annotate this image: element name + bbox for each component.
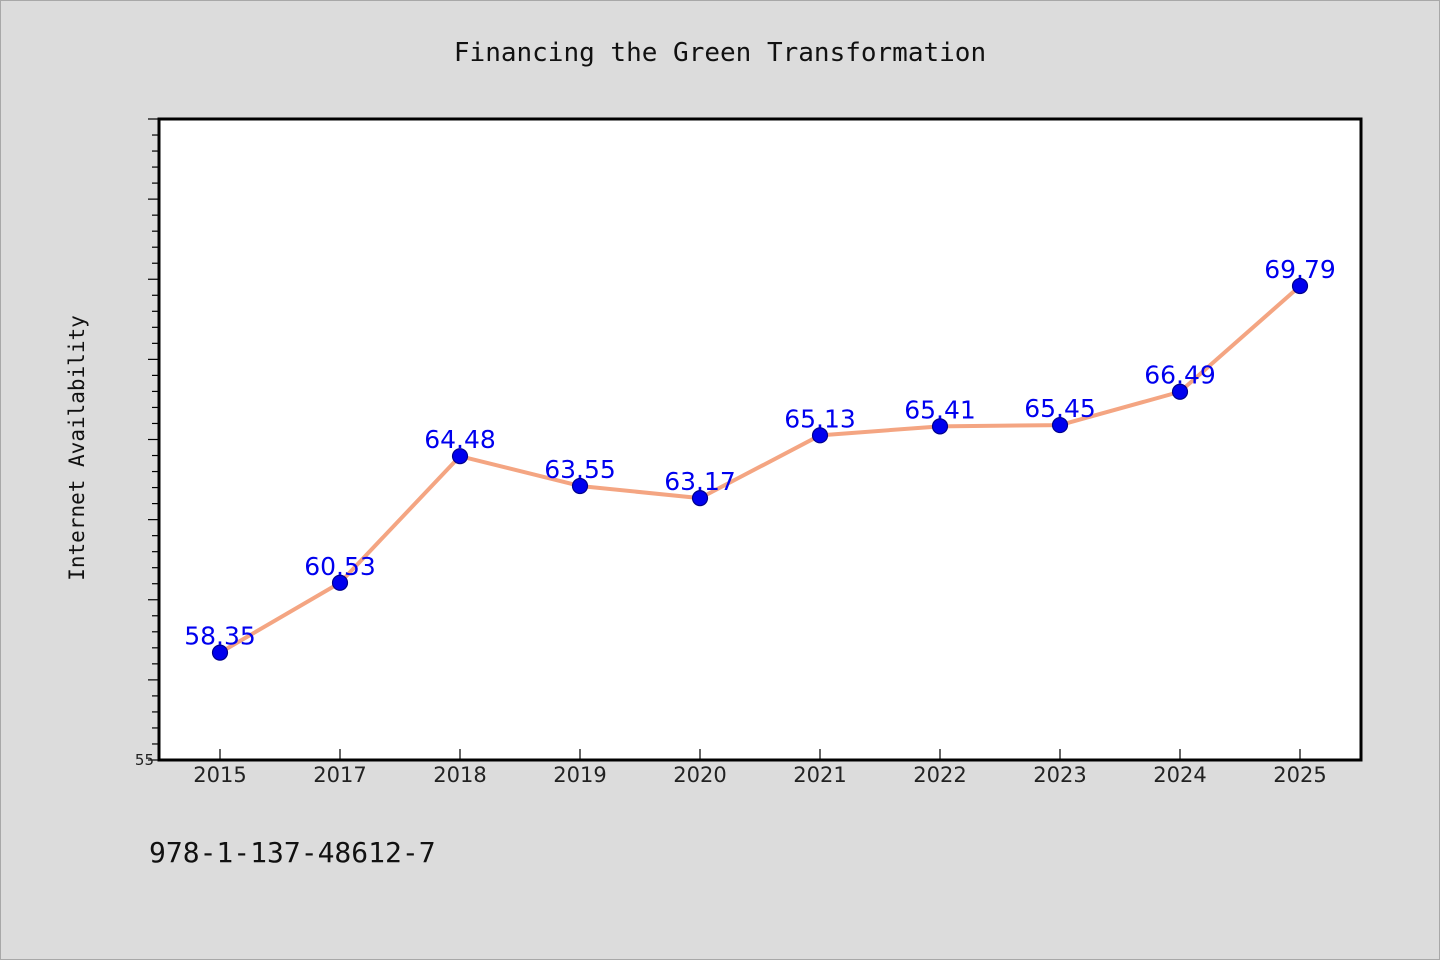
y-axis-label: Internet Availability — [65, 315, 89, 581]
data-point — [811, 427, 829, 444]
isbn-text: 978-1-137-48612-7 — [149, 836, 436, 869]
data-label: 63.17 — [664, 467, 736, 496]
data-point — [691, 490, 709, 507]
x-tick-label: 2022 — [913, 763, 966, 787]
data-point — [931, 418, 949, 435]
x-tick-label: 2021 — [793, 763, 846, 787]
data-label: 63.55 — [544, 455, 616, 484]
data-label: 65.13 — [784, 404, 856, 433]
data-point — [1051, 416, 1069, 434]
series-line — [218, 283, 1302, 655]
plot-area — [157, 117, 1363, 762]
data-point — [451, 448, 469, 465]
data-label: 64.48 — [424, 425, 496, 454]
x-tick-label: 2023 — [1033, 763, 1086, 787]
data-label: 60.53 — [304, 552, 376, 581]
data-point — [1291, 277, 1309, 295]
x-tick-label: 2018 — [433, 763, 486, 787]
y-tick-label: 55 — [135, 751, 154, 769]
x-tick-label: 2024 — [1153, 763, 1206, 787]
data-label: 69.79 — [1264, 255, 1336, 284]
data-point — [211, 644, 229, 661]
x-tick-label: 2015 — [193, 763, 246, 787]
series-layer: 58.35 60.53 64.48 63.55 63.17 65.13 65.41 65.45… — [184, 255, 1336, 661]
data-label: 65.41 — [904, 395, 976, 424]
data-point — [1171, 383, 1189, 400]
x-tick-label: 2025 — [1273, 763, 1326, 787]
data-point — [571, 477, 589, 495]
x-axis-ticks: 2015 2017 2018 2019 2020 2021 2022 2023 2024 2025 — [193, 749, 1327, 787]
data-label: 58.35 — [184, 622, 256, 651]
x-tick-label: 2017 — [313, 763, 366, 787]
data-label: 65.45 — [1024, 394, 1096, 423]
x-tick-label: 2020 — [673, 763, 726, 787]
data-label: 66.49 — [1144, 361, 1216, 390]
x-tick-label: 2019 — [553, 763, 606, 787]
data-point — [331, 574, 349, 591]
chart-title: Financing the Green Transformation — [454, 38, 986, 68]
y-axis-ticks: 55 — [135, 118, 159, 769]
